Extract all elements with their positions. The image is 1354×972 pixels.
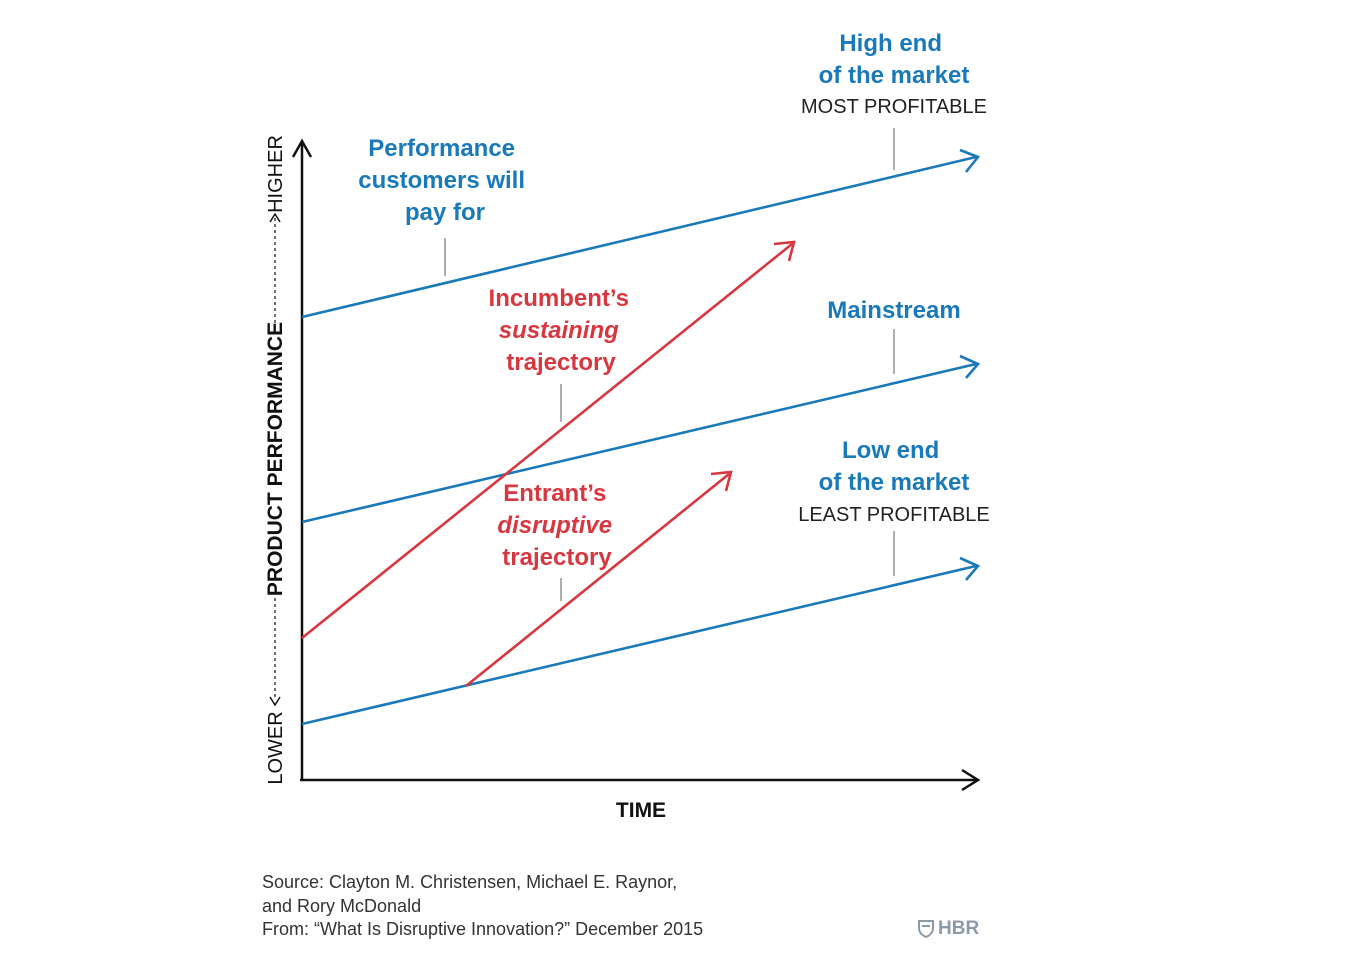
- y-axis-lower-dash-arrow: [269, 696, 281, 707]
- high-end-line: [301, 155, 977, 319]
- x-axis-arrowhead: [961, 768, 981, 792]
- y-axis-arrowhead: [291, 138, 313, 158]
- incumbent-label: Incumbent’s sustaining trajectory: [489, 285, 634, 376]
- performance-label: Performance customers will pay for: [358, 135, 531, 226]
- hbr-logo: HBR: [918, 918, 979, 940]
- low-end-line: [301, 564, 977, 726]
- low-end-note: LEAST PROFITABLE: [798, 504, 990, 526]
- trajectory-lines: [301, 240, 796, 688]
- shield-icon: [918, 920, 934, 938]
- source-line: From: “What Is Disruptive Innovation?” D…: [262, 919, 704, 939]
- market-lines: [301, 148, 981, 726]
- y-axis-labels: PRODUCT PERFORMANCE HIGHER LOWER: [264, 135, 287, 785]
- y-axis-low-label: LOWER: [265, 711, 287, 784]
- y-axis-title: PRODUCT PERFORMANCE: [264, 322, 287, 596]
- brand-text: HBR: [938, 918, 980, 939]
- source-line: and Rory McDonald: [262, 895, 422, 916]
- source-line: Source: Clayton M. Christensen, Michael …: [262, 872, 678, 892]
- mainstream-line: [301, 362, 977, 524]
- low-end-arrowhead: [959, 556, 981, 581]
- sustaining-trajectory-arrowhead: [773, 240, 796, 262]
- entrant-label: Entrant’s disruptive trajectory: [497, 480, 616, 571]
- source-note: Source: Clayton M. Christensen, Michael …: [262, 871, 703, 942]
- y-axis-upper-dash-arrow: [269, 212, 281, 223]
- disruptive-trajectory-arrowhead: [710, 470, 733, 492]
- high-end-label: High end of the market: [819, 30, 970, 89]
- mainstream-arrowhead: [959, 354, 981, 379]
- low-end-label: Low end of the market: [819, 437, 970, 496]
- axes: [291, 138, 981, 792]
- sustaining-trajectory-line: [301, 242, 793, 640]
- leader-lines: [444, 128, 895, 601]
- y-axis-high-label: HIGHER: [265, 135, 287, 213]
- x-axis-title: TIME: [616, 799, 666, 822]
- disruptive-trajectory-line: [465, 472, 730, 688]
- mainstream-label: Mainstream: [827, 297, 960, 324]
- high-end-arrowhead: [959, 148, 981, 173]
- high-end-note: MOST PROFITABLE: [801, 96, 987, 118]
